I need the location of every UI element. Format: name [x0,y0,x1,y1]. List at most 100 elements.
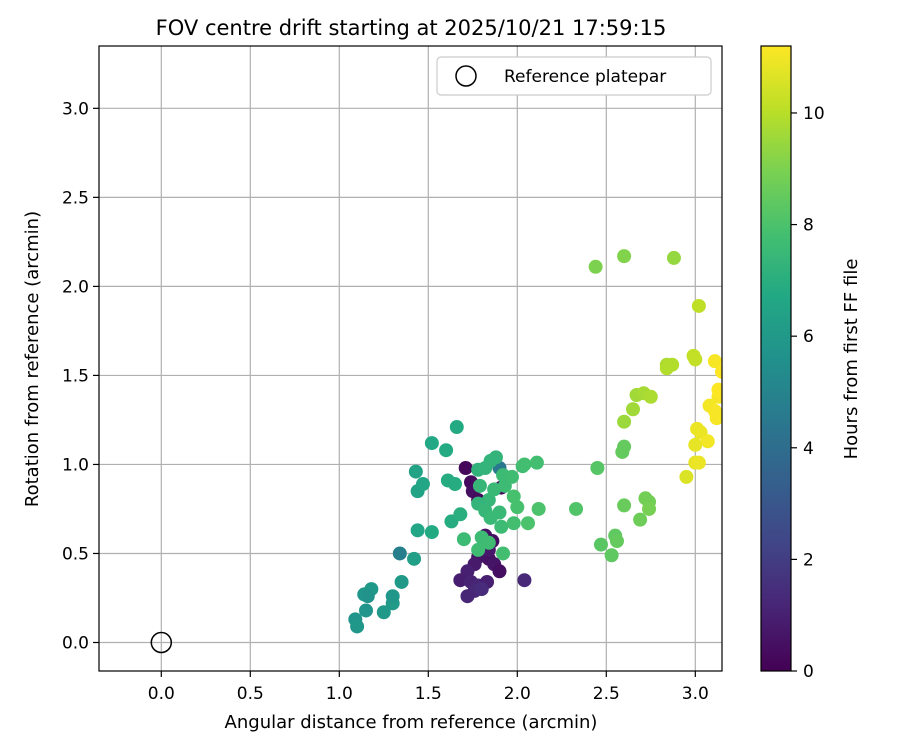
data-point [410,523,425,538]
legend-box [436,56,712,96]
y-axis-ticks: 0.0 0.5 1.0 1.5 2.0 2.5 3.0 [62,99,99,654]
data-point [569,501,584,516]
data-point [506,489,521,504]
data-point [481,493,496,508]
data-point [520,516,535,531]
data-point [617,414,632,429]
data-point [439,443,454,458]
data-point [506,516,521,531]
data-point [617,498,632,513]
data-point [474,582,489,597]
data-point [424,525,439,540]
y-tick-label: 3.0 [62,99,89,119]
data-point [460,589,475,604]
data-point [496,546,511,561]
y-tick-label: 0.5 [62,544,89,564]
data-point [633,512,648,527]
data-point [415,477,430,492]
x-tick-label: 0.5 [237,684,264,704]
data-point [588,259,603,274]
y-tick-label: 2.5 [62,188,89,208]
data-point [488,450,503,465]
x-tick-label: 1.0 [326,684,353,704]
data-point [709,411,722,426]
data-point [453,573,468,588]
x-tick-label: 0.0 [148,684,175,704]
data-point [604,548,619,563]
data-point [376,605,391,620]
data-point [529,455,544,470]
reference-platepar-marker [150,631,173,654]
x-tick-label: 1.5 [415,684,442,704]
y-tick-label: 0.0 [62,634,89,654]
y-tick-label: 1.0 [62,455,89,475]
x-tick-label: 2.5 [593,684,620,704]
plot-frame [98,45,723,672]
data-point [617,439,632,454]
data-point [360,589,375,604]
data-point [517,573,532,588]
data-point [492,564,507,579]
data-point [531,501,546,516]
y-axis-label: Rotation from reference (arcmin) [22,211,43,507]
y-tick-label: 2.0 [62,277,89,297]
colorbar-tick-label: 10 [803,104,825,124]
data-point [453,507,468,522]
colorbar-ticks: 0 2 4 6 8 10 [791,104,825,682]
data-point [407,551,422,566]
data-points [348,249,722,634]
x-axis-ticks: 0.0 0.5 1.0 1.5 2.0 2.5 3.0 [148,671,709,704]
x-axis-label: Angular distance from reference (arcmin) [225,712,598,733]
data-point [688,352,703,367]
data-point [626,402,640,417]
data-point [408,464,423,479]
data-point [700,434,715,449]
colorbar-tick-label: 2 [803,550,814,570]
data-point [707,354,722,369]
data-point [715,364,722,379]
legend: Reference platepar [436,56,712,96]
data-point [688,437,703,452]
data-point [691,298,706,313]
data-point [711,382,722,397]
y-tick-label: 1.5 [62,366,89,386]
data-point [472,478,487,493]
colorbar-tick-label: 0 [803,662,814,682]
data-point [593,537,608,552]
data-point [359,603,373,618]
legend-label: Reference platepar [504,67,666,87]
data-point [394,574,409,589]
x-tick-label: 3.0 [682,684,709,704]
data-point [483,510,498,525]
data-point [487,482,502,497]
colorbar-label: Hours from first FF file [841,259,862,460]
data-point [642,501,657,516]
data-point [609,534,624,549]
data-point [643,389,658,404]
data-point [449,420,464,435]
data-point [659,361,674,376]
x-tick-label: 2.0 [504,684,531,704]
data-point [456,532,471,547]
data-point [481,535,496,550]
data-point [691,455,706,470]
data-point [666,250,681,265]
chart-title: FOV centre drift starting at 2025/10/21 … [156,16,667,40]
data-point [392,546,407,561]
colorbar: 0 2 4 6 8 10 Hours from first FF file [760,45,862,682]
colorbar-gradient [760,45,792,672]
data-point [517,457,532,472]
legend-marker-open-circle [455,65,477,87]
data-point [504,469,519,484]
data-point [350,619,365,634]
data-point [458,461,473,476]
colorbar-tick-label: 4 [803,439,814,459]
colorbar-tick-label: 8 [803,216,814,236]
data-point [385,589,400,604]
data-point [679,469,694,484]
colorbar-tick-label: 6 [803,327,814,347]
grid [99,46,722,671]
data-point [448,477,462,492]
data-point [510,500,525,515]
